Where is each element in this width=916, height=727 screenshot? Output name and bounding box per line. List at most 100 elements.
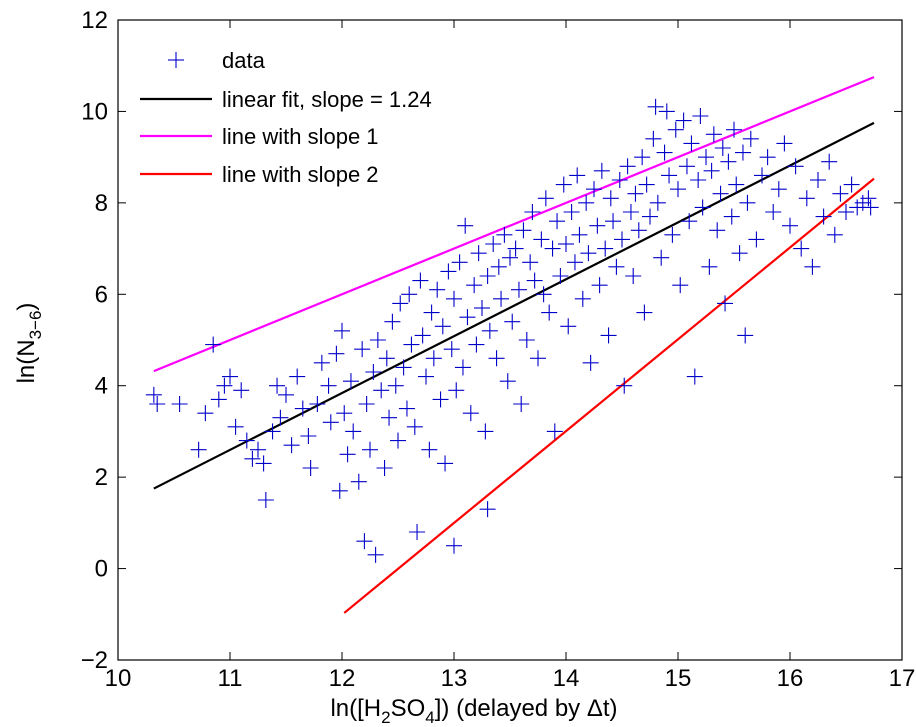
x-tick-label: 12 bbox=[329, 665, 356, 692]
x-tick-label: 10 bbox=[105, 665, 132, 692]
data-point bbox=[653, 249, 670, 266]
y-tick-label: 10 bbox=[81, 98, 108, 125]
data-point bbox=[703, 162, 720, 179]
x-tick-label: 17 bbox=[889, 665, 916, 692]
data-point bbox=[401, 286, 418, 303]
data-point bbox=[571, 226, 588, 243]
data-point bbox=[661, 167, 678, 184]
data-point bbox=[466, 277, 483, 294]
data-point bbox=[488, 350, 505, 367]
data-point bbox=[440, 263, 457, 280]
data-point bbox=[365, 364, 382, 380]
x-tick-label: 16 bbox=[777, 665, 804, 692]
data-point bbox=[658, 103, 675, 120]
data-point bbox=[227, 418, 244, 435]
y-tick-label: −2 bbox=[81, 647, 108, 674]
data-point bbox=[672, 277, 689, 294]
data-point bbox=[477, 423, 494, 440]
data-point bbox=[522, 254, 539, 271]
x-label-part-1: ln([H bbox=[330, 695, 381, 722]
data-point bbox=[367, 546, 384, 563]
y-tick-label: 8 bbox=[95, 190, 108, 217]
data-point bbox=[667, 121, 684, 138]
data-point bbox=[712, 185, 729, 202]
x-label-part-3: ]) (delayed by Δt) bbox=[435, 695, 618, 722]
data-point bbox=[499, 373, 516, 390]
data-point bbox=[481, 322, 498, 339]
data-point bbox=[210, 391, 227, 408]
data-point bbox=[414, 327, 431, 344]
data-point bbox=[462, 405, 479, 422]
data-point bbox=[479, 268, 496, 284]
data-point bbox=[770, 181, 787, 198]
data-point bbox=[574, 290, 591, 307]
data-point bbox=[233, 382, 250, 399]
data-point bbox=[690, 172, 707, 188]
data-point bbox=[541, 304, 558, 321]
x-label-part-2: SO bbox=[391, 695, 426, 722]
data-point bbox=[726, 121, 742, 138]
data-point bbox=[714, 140, 731, 156]
data-point bbox=[634, 149, 651, 166]
data-point bbox=[616, 377, 633, 394]
data-point bbox=[504, 313, 521, 330]
data-point bbox=[589, 217, 606, 234]
data-point bbox=[331, 482, 348, 499]
data-point bbox=[759, 149, 776, 166]
data-point bbox=[398, 400, 415, 417]
data-point bbox=[238, 432, 255, 449]
y-tick-label: 12 bbox=[81, 7, 108, 34]
y-tick-label: 6 bbox=[95, 281, 108, 308]
data-point bbox=[342, 373, 359, 390]
data-point bbox=[264, 423, 281, 440]
data-point bbox=[406, 418, 423, 435]
data-point bbox=[412, 272, 429, 289]
data-point bbox=[810, 172, 826, 188]
y-tick-label: 2 bbox=[95, 464, 108, 491]
data-point bbox=[443, 341, 460, 358]
data-point bbox=[294, 400, 311, 417]
data-point bbox=[537, 190, 554, 207]
data-point bbox=[533, 231, 550, 248]
y-tick-label: 0 bbox=[95, 556, 108, 583]
legend-item-slope-1: line with slope 1 bbox=[140, 124, 379, 149]
data-point bbox=[549, 213, 566, 230]
data-point bbox=[683, 135, 700, 152]
linear-fit-line bbox=[153, 121, 875, 490]
slope-1-line bbox=[153, 76, 875, 373]
y-label-sub: 3−6 bbox=[26, 311, 45, 340]
data-point bbox=[739, 194, 756, 211]
data-point bbox=[378, 350, 395, 367]
data-point bbox=[630, 222, 647, 239]
data-point bbox=[309, 396, 326, 412]
data-point bbox=[515, 222, 532, 239]
legend-item-data: data bbox=[168, 48, 266, 73]
data-point bbox=[569, 167, 586, 184]
data-point bbox=[190, 441, 207, 458]
data-point bbox=[272, 409, 289, 426]
data-point bbox=[269, 377, 286, 394]
data-point bbox=[421, 441, 438, 458]
data-point bbox=[591, 277, 608, 294]
data-point bbox=[563, 204, 580, 220]
legend-label: line with slope 1 bbox=[222, 124, 379, 149]
y-axis-label: ln(N3−6) bbox=[13, 303, 45, 384]
data-point bbox=[283, 437, 300, 454]
data-point bbox=[328, 345, 345, 362]
data-points bbox=[145, 98, 879, 563]
data-point bbox=[507, 240, 524, 257]
data-point bbox=[468, 336, 485, 353]
data-point bbox=[289, 368, 306, 385]
data-point bbox=[250, 441, 266, 458]
data-point bbox=[742, 130, 759, 147]
data-point bbox=[423, 304, 440, 321]
data-point bbox=[257, 492, 274, 508]
data-point bbox=[345, 423, 362, 440]
data-point bbox=[552, 268, 569, 284]
data-point bbox=[510, 281, 527, 298]
legend-label: data bbox=[222, 48, 266, 73]
plot-frame bbox=[117, 19, 903, 661]
data-point bbox=[754, 167, 770, 184]
data-point bbox=[244, 450, 261, 467]
